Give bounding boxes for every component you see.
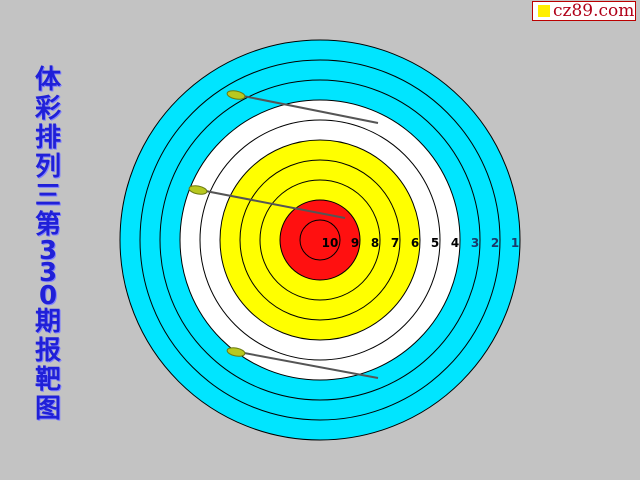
title-char: 彩 [34,94,61,124]
arrow [226,90,379,124]
ring-label: 5 [431,236,439,250]
ring-label: 10 [322,236,339,250]
title-char: 排 [34,123,61,153]
ring-label: 7 [391,236,399,250]
title-char: 靶 [34,365,61,395]
vertical-title: 体 彩 排 列 三 第 3 3 0 期 报 靶 图 [30,66,66,424]
arrow [188,185,346,219]
title-char: 第 [34,210,61,240]
title-char: 体 [34,65,61,95]
title-char: 列 [34,152,61,182]
title-char: 0 [38,281,58,311]
ring-label: 4 [451,236,459,250]
ring-label: 8 [371,236,379,250]
logo-text: cz89.com [553,1,635,21]
ring-label: 2 [491,236,499,250]
logo-square-icon [538,5,550,17]
title-char: 三 [34,181,61,211]
title-char: 图 [34,394,61,424]
arrow-fletching-icon [226,90,246,100]
arrow-fletching-icon [188,185,208,195]
ring-label: 1 [511,236,519,250]
arrow [226,347,379,379]
ring-label: 3 [471,236,479,250]
title-char: 3 [38,258,58,288]
title-char: 3 [38,236,58,266]
ring-label: 6 [411,236,419,250]
site-logo[interactable]: cz89.com [532,1,636,21]
title-char: 期 [34,307,61,337]
arrow-fletching-icon [226,347,246,357]
ring-label: 9 [351,236,359,250]
target-ring-10 [299,219,341,261]
title-char: 报 [34,336,61,366]
